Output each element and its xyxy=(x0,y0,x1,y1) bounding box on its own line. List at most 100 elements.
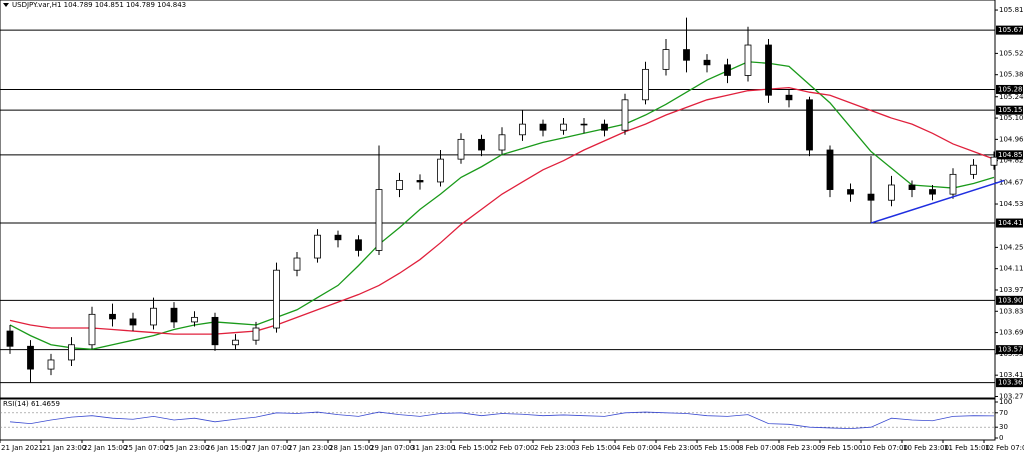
moving-average xyxy=(9,61,995,350)
level-label: 103.361 xyxy=(998,379,1024,387)
candle-body xyxy=(6,330,14,347)
candle-body xyxy=(867,193,875,201)
x-tick-label: 27 Jan 23:00 xyxy=(288,444,332,452)
candle-body xyxy=(519,123,526,136)
x-tick-label: 1 Feb 15:00 xyxy=(452,444,493,452)
candle-body xyxy=(560,123,567,131)
rsi-tick-label: 100 xyxy=(999,398,1012,406)
candle-body xyxy=(539,123,547,131)
candle-body xyxy=(949,173,957,195)
x-tick-label: 31 Jan 23:00 xyxy=(411,444,455,452)
candle-body xyxy=(375,189,383,251)
level-label-box xyxy=(996,25,1023,35)
candle-body xyxy=(27,345,34,370)
candle-body xyxy=(642,68,649,101)
candle-body xyxy=(211,316,219,346)
y-tick-label: 104.110 xyxy=(999,265,1024,273)
candle-body xyxy=(129,318,137,326)
candle-body xyxy=(970,164,977,175)
candle-body xyxy=(88,313,96,346)
candle-body xyxy=(396,180,403,190)
x-tick-label: 2 Feb 23:00 xyxy=(534,444,575,452)
candle-body xyxy=(252,327,260,341)
y-tick-label: 104.535 xyxy=(999,200,1024,208)
x-tick-label: 3 Feb 15:00 xyxy=(575,444,616,452)
level-label-box xyxy=(996,345,1023,355)
y-tick-label: 105.810 xyxy=(999,6,1024,14)
candle-body xyxy=(191,316,198,323)
candle-body xyxy=(806,99,813,151)
y-tick-label: 103.830 xyxy=(999,307,1024,315)
y-tick-label: 105.100 xyxy=(999,114,1024,122)
y-tick-label: 103.270 xyxy=(999,392,1024,400)
trendline xyxy=(870,179,1005,224)
y-tick-label: 103.410 xyxy=(999,371,1024,379)
level-label-box xyxy=(996,150,1023,160)
moving-average xyxy=(9,86,995,335)
symbol-marker xyxy=(3,3,9,7)
level-label: 103.578 xyxy=(998,346,1024,354)
main-panel xyxy=(0,0,996,399)
y-tick-label: 103.690 xyxy=(999,329,1024,337)
candle-body xyxy=(847,189,854,195)
rsi-line xyxy=(9,411,995,430)
level-label: 105.678 xyxy=(998,26,1024,34)
y-tick-label: 104.820 xyxy=(999,157,1024,165)
level-label-box xyxy=(996,295,1023,305)
candle-body xyxy=(621,99,629,131)
x-tick-label: 8 Feb 23:00 xyxy=(780,444,821,452)
x-tick-label: 25 Jan 07:00 xyxy=(124,444,168,452)
level-label: 103.902 xyxy=(998,296,1024,304)
y-tick-label: 105.385 xyxy=(999,71,1024,79)
x-tick-label: 8 Feb 07:00 xyxy=(739,444,780,452)
level-label: 105.288 xyxy=(998,85,1024,93)
level-label-box xyxy=(996,84,1023,94)
candle-body xyxy=(662,49,670,70)
candle-body xyxy=(683,49,690,61)
x-tick-label: 22 Jan 15:00 xyxy=(83,444,127,452)
x-tick-label: 21 Jan 23:00 xyxy=(42,444,86,452)
rsi-tick-label: 0 xyxy=(999,434,1003,442)
candle-body xyxy=(744,44,752,76)
candle-body xyxy=(457,138,465,160)
y-tick-label: 105.240 xyxy=(999,93,1024,101)
candle-body xyxy=(498,134,506,151)
rsi-tick-label: 70 xyxy=(999,409,1008,417)
x-tick-label: 12 Feb 07:00 xyxy=(985,444,1024,452)
y-tick-label: 104.250 xyxy=(999,243,1024,251)
candle-body xyxy=(580,123,588,126)
candle-body xyxy=(990,156,998,166)
candle-body xyxy=(334,234,342,241)
chart-title: USDJPY.var,H1 104.789 104.851 104.789 10… xyxy=(12,1,186,9)
y-tick-label: 104.960 xyxy=(999,135,1024,143)
candle-body xyxy=(929,189,936,195)
candle-body xyxy=(68,344,75,361)
level-label-box xyxy=(996,378,1023,388)
level-label: 104.858 xyxy=(998,151,1024,159)
candle-body xyxy=(355,239,362,251)
candle-body xyxy=(826,149,834,190)
candle-body xyxy=(478,138,485,151)
rsi-panel xyxy=(0,398,996,441)
x-tick-label: 11 Feb 15:00 xyxy=(944,444,990,452)
candle-body xyxy=(437,158,444,183)
rsi-title: RSI(14) 61.4659 xyxy=(3,400,60,408)
candle-body xyxy=(47,359,55,370)
x-tick-label: 21 Jan 2021 xyxy=(1,444,43,452)
candle-body xyxy=(703,59,711,66)
candle-body xyxy=(416,180,424,183)
level-label: 104.410 xyxy=(998,219,1024,227)
candle-body xyxy=(170,307,178,323)
x-tick-label: 27 Jan 07:00 xyxy=(247,444,291,452)
candle-body xyxy=(888,184,895,201)
level-label: 105.152 xyxy=(998,106,1024,114)
y-tick-label: 104.675 xyxy=(999,179,1024,187)
candle-body xyxy=(150,307,157,326)
level-label-box xyxy=(996,105,1023,115)
candle-body xyxy=(109,313,116,320)
x-tick-label: 4 Feb 23:00 xyxy=(657,444,698,452)
candle-body xyxy=(273,269,280,329)
level-label-box xyxy=(996,218,1023,228)
candle-body xyxy=(765,44,772,96)
